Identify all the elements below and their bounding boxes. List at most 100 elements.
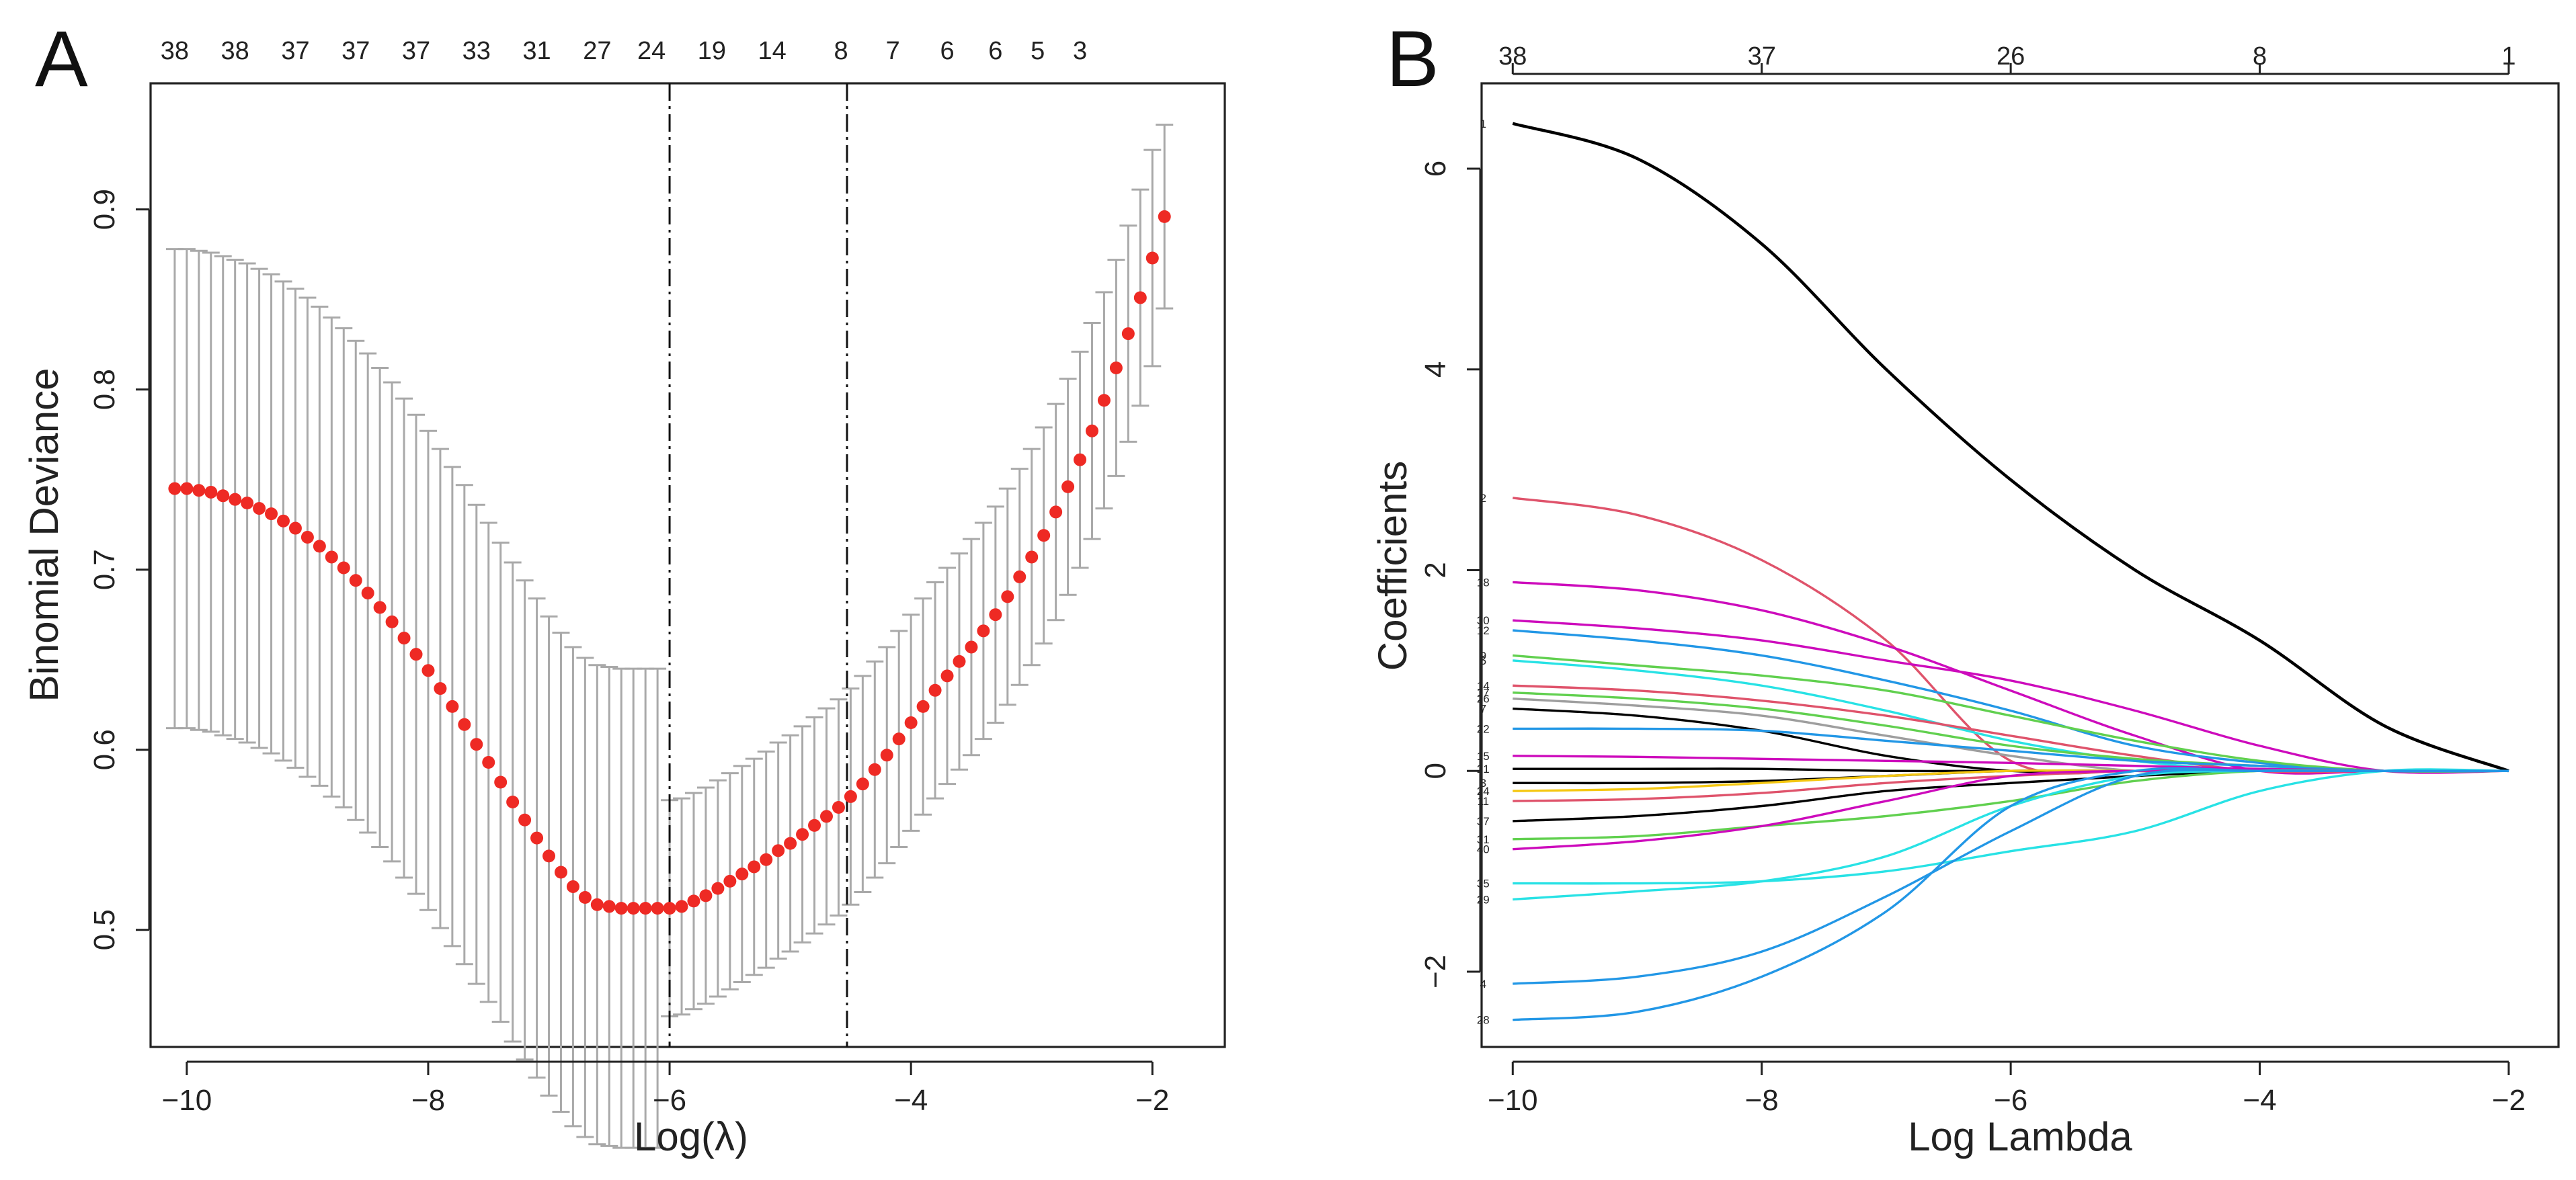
- x-tick-label: −8: [411, 1084, 445, 1117]
- deviance-point-11: [300, 530, 314, 544]
- deviance-point-81: [1145, 251, 1159, 265]
- top-count-label: 1: [2501, 42, 2515, 71]
- panel-b-paths: [1512, 122, 2509, 1021]
- coef-path-label-29: 29: [1477, 893, 1490, 906]
- top-count-label: 6: [988, 37, 1002, 65]
- deviance-point-8: [265, 507, 278, 521]
- deviance-point-21: [421, 664, 435, 677]
- deviance-point-24: [458, 718, 471, 731]
- coef-path-2: [1513, 497, 2509, 775]
- y-tick-label: 0.6: [88, 729, 121, 770]
- deviance-point-82: [1158, 210, 1171, 223]
- top-count-label: 37: [341, 37, 370, 65]
- x-tick-label: −4: [894, 1084, 928, 1117]
- deviance-point-68: [989, 608, 1002, 622]
- coef-path-label-21: 21: [1477, 763, 1490, 775]
- top-count-label: 38: [221, 37, 249, 65]
- deviance-point-44: [699, 889, 713, 902]
- deviance-point-35: [590, 898, 604, 911]
- deviance-point-76: [1085, 424, 1098, 437]
- deviance-point-64: [940, 669, 954, 683]
- deviance-point-36: [602, 900, 616, 913]
- top-count-label: 38: [1498, 42, 1527, 71]
- deviance-point-17: [373, 601, 387, 614]
- y-tick-label: 4: [1419, 361, 1452, 377]
- coef-path-label-2: 2: [1480, 492, 1486, 505]
- deviance-point-19: [397, 632, 411, 645]
- coef-path-31: [1513, 769, 2509, 841]
- deviance-point-71: [1025, 550, 1039, 564]
- deviance-point-18: [385, 615, 399, 628]
- top-count-label: 38: [161, 37, 189, 65]
- deviance-point-32: [554, 866, 567, 879]
- coef-path-label-11: 11: [1477, 795, 1489, 808]
- deviance-point-7: [253, 502, 266, 515]
- deviance-point-34: [578, 891, 592, 904]
- coef-path-30: [1513, 619, 2509, 774]
- deviance-point-52: [796, 828, 809, 841]
- deviance-point-12: [313, 540, 326, 553]
- deviance-point-73: [1049, 505, 1063, 519]
- deviance-point-30: [530, 831, 544, 845]
- deviance-point-59: [880, 749, 893, 762]
- panel-a-y-title: Binomial Deviance: [22, 368, 67, 702]
- deviance-point-58: [868, 763, 881, 776]
- panel-b-x-title: Log Lambda: [1908, 1114, 2132, 1159]
- deviance-point-72: [1037, 529, 1051, 542]
- y-tick-label: 6: [1419, 161, 1452, 177]
- deviance-point-37: [614, 902, 628, 915]
- coef-path-label-4: 4: [1480, 978, 1486, 991]
- x-tick-label: −4: [2243, 1084, 2276, 1117]
- deviance-point-62: [916, 700, 930, 713]
- deviance-point-45: [711, 882, 725, 895]
- top-count-label: 19: [698, 37, 726, 65]
- x-tick-label: −10: [162, 1084, 212, 1117]
- panel-b-y-title: Coefficients: [1370, 461, 1415, 671]
- deviance-point-78: [1109, 361, 1123, 374]
- top-count-label: 37: [1748, 42, 1776, 71]
- deviance-point-13: [325, 550, 338, 564]
- top-count-label: 14: [758, 37, 787, 65]
- top-count-label: 26: [1997, 42, 2025, 71]
- deviance-point-70: [1013, 570, 1027, 583]
- coef-path-35: [1513, 768, 2509, 885]
- top-count-label: 8: [2253, 42, 2267, 71]
- deviance-point-38: [627, 902, 640, 915]
- coef-path-label-5: 5: [1480, 655, 1486, 667]
- deviance-point-53: [808, 818, 821, 832]
- deviance-point-43: [687, 894, 700, 908]
- top-count-label: 37: [402, 37, 430, 65]
- deviance-point-63: [928, 683, 942, 697]
- coef-path-label-28: 28: [1477, 1014, 1490, 1027]
- deviance-point-10: [288, 521, 302, 535]
- deviance-point-56: [844, 790, 857, 803]
- deviance-point-74: [1061, 480, 1075, 493]
- deviance-point-48: [748, 860, 761, 874]
- top-count-label: 6: [940, 37, 954, 65]
- y-tick-label: 0.9: [88, 189, 121, 230]
- deviance-point-50: [772, 844, 785, 857]
- top-count-label: 3: [1073, 37, 1087, 65]
- deviance-point-1: [180, 482, 194, 495]
- deviance-point-66: [965, 640, 978, 654]
- y-tick-label: 2: [1419, 562, 1452, 578]
- panel-a-x-title: Log(λ): [634, 1114, 748, 1159]
- coef-path-label-40: 40: [1477, 843, 1490, 856]
- coef-path-label-12: 12: [1477, 624, 1490, 637]
- panel-a-vlines: [668, 83, 848, 1047]
- coef-path-28: [1513, 767, 2509, 1021]
- deviance-point-39: [639, 902, 652, 915]
- coef-path-label-37: 37: [1477, 815, 1490, 828]
- deviance-point-3: [204, 485, 218, 499]
- y-tick-label: 0.8: [88, 369, 121, 410]
- deviance-point-49: [760, 853, 773, 866]
- panel-a-x-axis: −10 −8 −6 −4 −2: [162, 1060, 1169, 1117]
- deviance-point-9: [277, 514, 290, 528]
- deviance-point-4: [216, 489, 230, 503]
- top-count-label: 31: [522, 37, 551, 65]
- deviance-point-27: [494, 775, 508, 789]
- panel-a-top-axis: 38 38 37 37 37 33 31 27 24 19 14 8 7 6 6 5 3: [161, 37, 1087, 65]
- top-count-label: 7: [886, 37, 900, 65]
- x-tick-label: −2: [1135, 1084, 1169, 1117]
